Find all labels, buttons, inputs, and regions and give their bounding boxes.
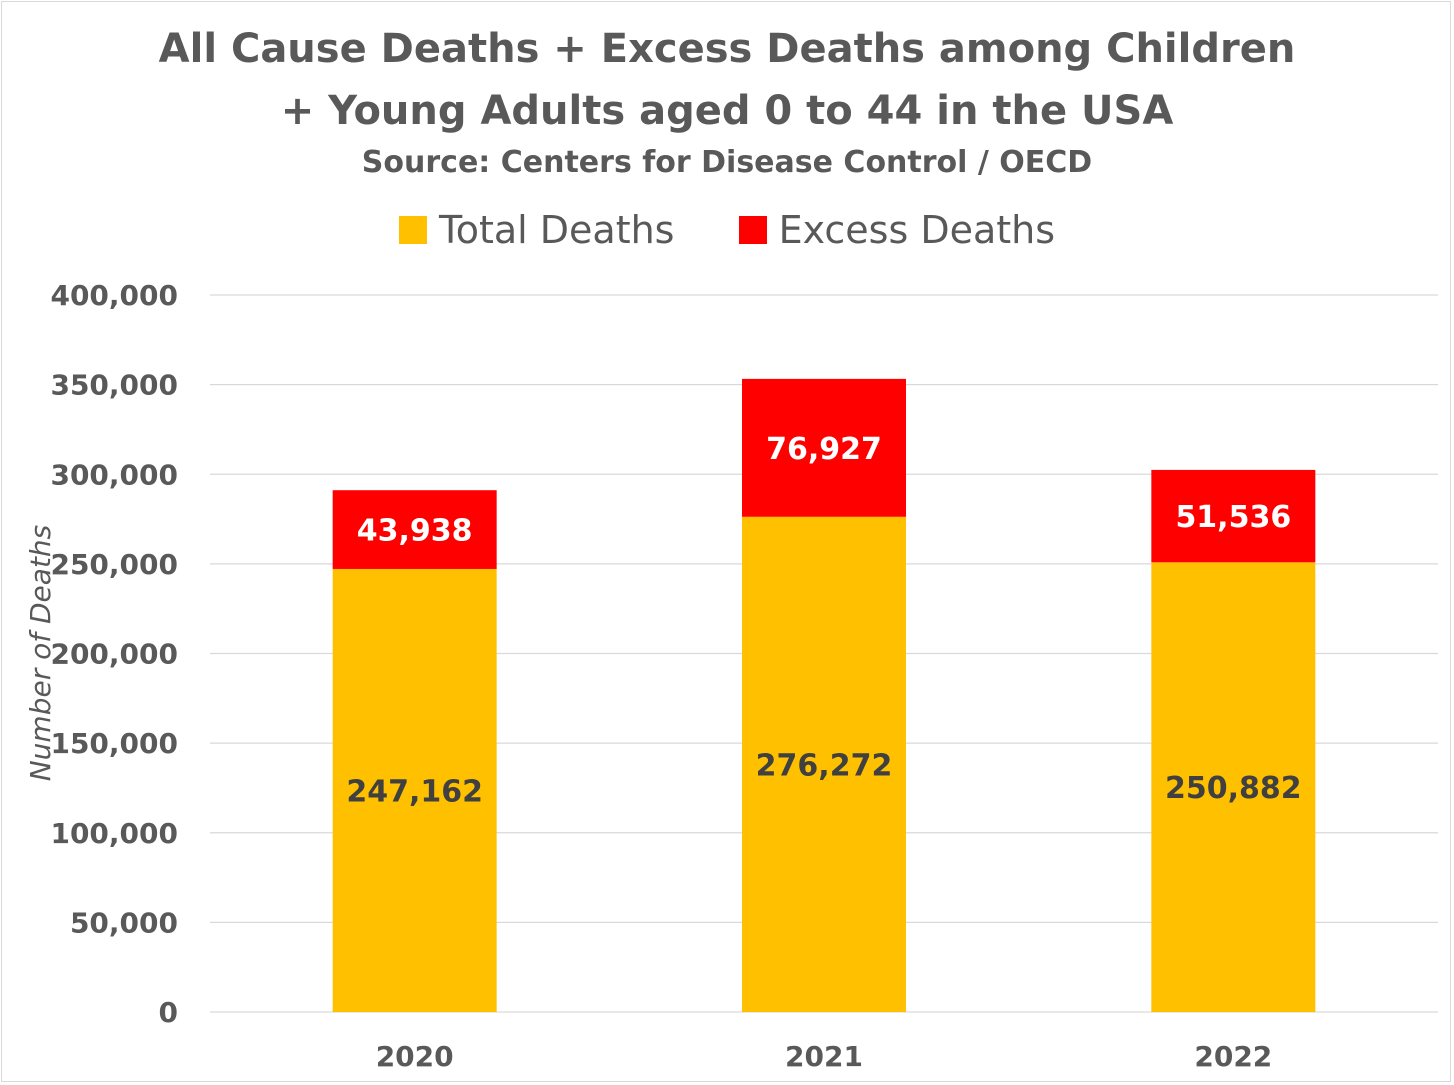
data-label-excess-deaths-2020: 43,938 (357, 514, 473, 549)
bar-excess-deaths-2022 (1151, 469, 1316, 563)
bars: 247,162 43,938 276,272 76,927 250,882 51,536 (332, 378, 1316, 1012)
x-tick-label: 2020 (376, 1040, 454, 1073)
y-tick-label: 100,000 (50, 817, 178, 850)
y-axis-ticks: 0 50,000 100,000 150,000 200,000 250,000 300,0… (50, 279, 178, 1029)
legend-swatch-total-deaths (398, 216, 427, 244)
y-tick-label: 0 (159, 996, 178, 1029)
legend-label-excess-deaths: Excess Deaths (778, 208, 1056, 252)
y-tick-label: 300,000 (50, 458, 178, 491)
bar-total-deaths-2021 (742, 516, 906, 1012)
legend-item-total-deaths: Total Deaths (398, 208, 675, 252)
y-tick-label: 250,000 (50, 548, 178, 581)
x-tick-label: 2021 (785, 1040, 863, 1073)
bar-total-deaths-2020 (332, 568, 497, 1012)
y-tick-label: 200,000 (50, 638, 178, 671)
chart-title-line-2: + Young Adults aged 0 to 44 in the USA (280, 88, 1174, 134)
data-label-excess-deaths-2021: 76,927 (766, 432, 882, 467)
data-label-excess-deaths-2022: 51,536 (1175, 500, 1291, 535)
data-label-total-deaths-2021: 276,272 (756, 748, 893, 783)
y-tick-label: 150,000 (50, 727, 178, 760)
legend-item-excess-deaths: Excess Deaths (738, 208, 1056, 252)
bar-total-deaths-2022 (1151, 562, 1316, 1012)
x-tick-label: 2022 (1194, 1040, 1272, 1073)
chart-title-line-1: All Cause Deaths + Excess Deaths among C… (158, 26, 1296, 72)
data-label-total-deaths-2020: 247,162 (346, 774, 483, 809)
legend-label-total-deaths: Total Deaths (438, 208, 675, 252)
chart-subtitle: Source: Centers for Disease Control / OE… (361, 145, 1093, 180)
y-tick-label: 50,000 (70, 906, 178, 939)
data-label-total-deaths-2022: 250,882 (1165, 771, 1302, 806)
x-axis-ticks: 2020 2021 2022 (376, 1040, 1273, 1073)
chart-title: All Cause Deaths + Excess Deaths among C… (0, 18, 1454, 142)
chart-legend: Total Deaths Excess Deaths (0, 208, 1454, 253)
bar-excess-deaths-2020 (332, 490, 497, 569)
y-axis-label: Number of Deaths (24, 525, 57, 782)
y-tick-label: 400,000 (50, 279, 178, 312)
legend-swatch-excess-deaths (738, 216, 767, 244)
bar-excess-deaths-2021 (742, 378, 906, 517)
y-tick-label: 350,000 (50, 369, 178, 402)
